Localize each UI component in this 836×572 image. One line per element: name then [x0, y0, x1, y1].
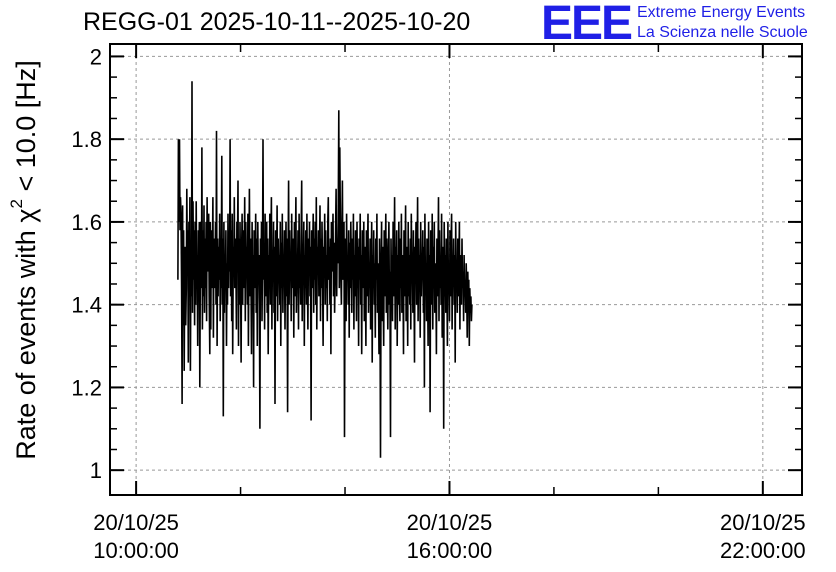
y-axis-label-text: Rate of events with χ [11, 209, 41, 460]
plot-frame [109, 43, 803, 496]
series-layer [177, 81, 473, 458]
y-axis-label-superscript: 2 [7, 199, 26, 208]
xtick-label-date: 20/10/25 [93, 510, 179, 535]
ytick-label: 1.4 [71, 293, 102, 318]
xtick-label-time: 10:00:00 [93, 538, 179, 563]
xtick-label-date: 20/10/25 [720, 510, 806, 535]
ytick-label: 1.2 [71, 375, 102, 400]
logo-text-line2: La Scienza nelle Scuole [637, 24, 808, 41]
y-axis-label: Rate of events with χ2 < 10.0 [Hz] [7, 60, 41, 460]
page-title: REGG-01 2025-10-11--2025-10-20 [83, 8, 471, 36]
logo-text-line1: Extreme Energy Events [637, 4, 806, 21]
xtick-label-time: 22:00:00 [720, 538, 806, 563]
ytick-label: 1.8 [71, 127, 102, 152]
ticks [110, 44, 802, 495]
ytick-label: 2 [90, 44, 102, 69]
xtick-label-date: 20/10/25 [407, 510, 493, 535]
grid [110, 44, 802, 495]
series-line [177, 81, 473, 458]
eee-logo: EEE Extreme Energy Events La Scienza nel… [541, 0, 833, 50]
y-axis-label-suffix: < 10.0 [Hz] [11, 60, 41, 199]
xtick-label-time: 16:00:00 [407, 538, 493, 563]
ytick-label: 1 [90, 458, 102, 483]
ytick-label: 1.6 [71, 210, 102, 235]
tick-labels: 1 1.2 1.4 1.6 1.8 2 20/10/25 10:00:00 20/10/25 16… [71, 44, 805, 563]
eee-logo-mark: EEE [541, 0, 633, 50]
